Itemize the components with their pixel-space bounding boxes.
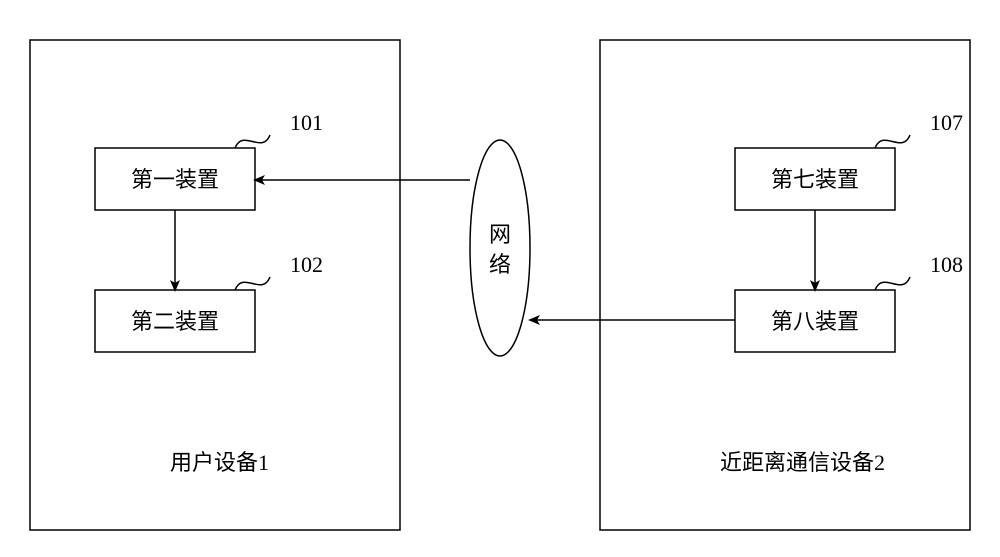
- device-1-leader: [235, 135, 270, 148]
- device-1-number: 101: [290, 110, 323, 135]
- network-label-bottom: 络: [489, 252, 511, 277]
- user-device-label: 用户设备1: [170, 450, 269, 475]
- diagram-svg: 用户设备1 近距离通信设备2 网络 第一装置 101 第二装置 102 第七装置 107 第八…: [0, 0, 1000, 557]
- device-8-leader: [875, 277, 910, 290]
- device-7-label: 第七装置: [771, 167, 859, 192]
- device-7-number: 107: [930, 110, 963, 135]
- network-label-top: 网: [489, 222, 511, 247]
- device-8-label: 第八装置: [771, 309, 859, 334]
- network-ellipse: [470, 140, 530, 356]
- device-8-number: 108: [930, 252, 963, 277]
- device-1-label: 第一装置: [131, 167, 219, 192]
- near-comm-device-label: 近距离通信设备2: [720, 450, 885, 475]
- device-2-leader: [235, 277, 270, 290]
- device-2-number: 102: [290, 252, 323, 277]
- device-7-leader: [875, 135, 910, 148]
- device-2-label: 第二装置: [131, 309, 219, 334]
